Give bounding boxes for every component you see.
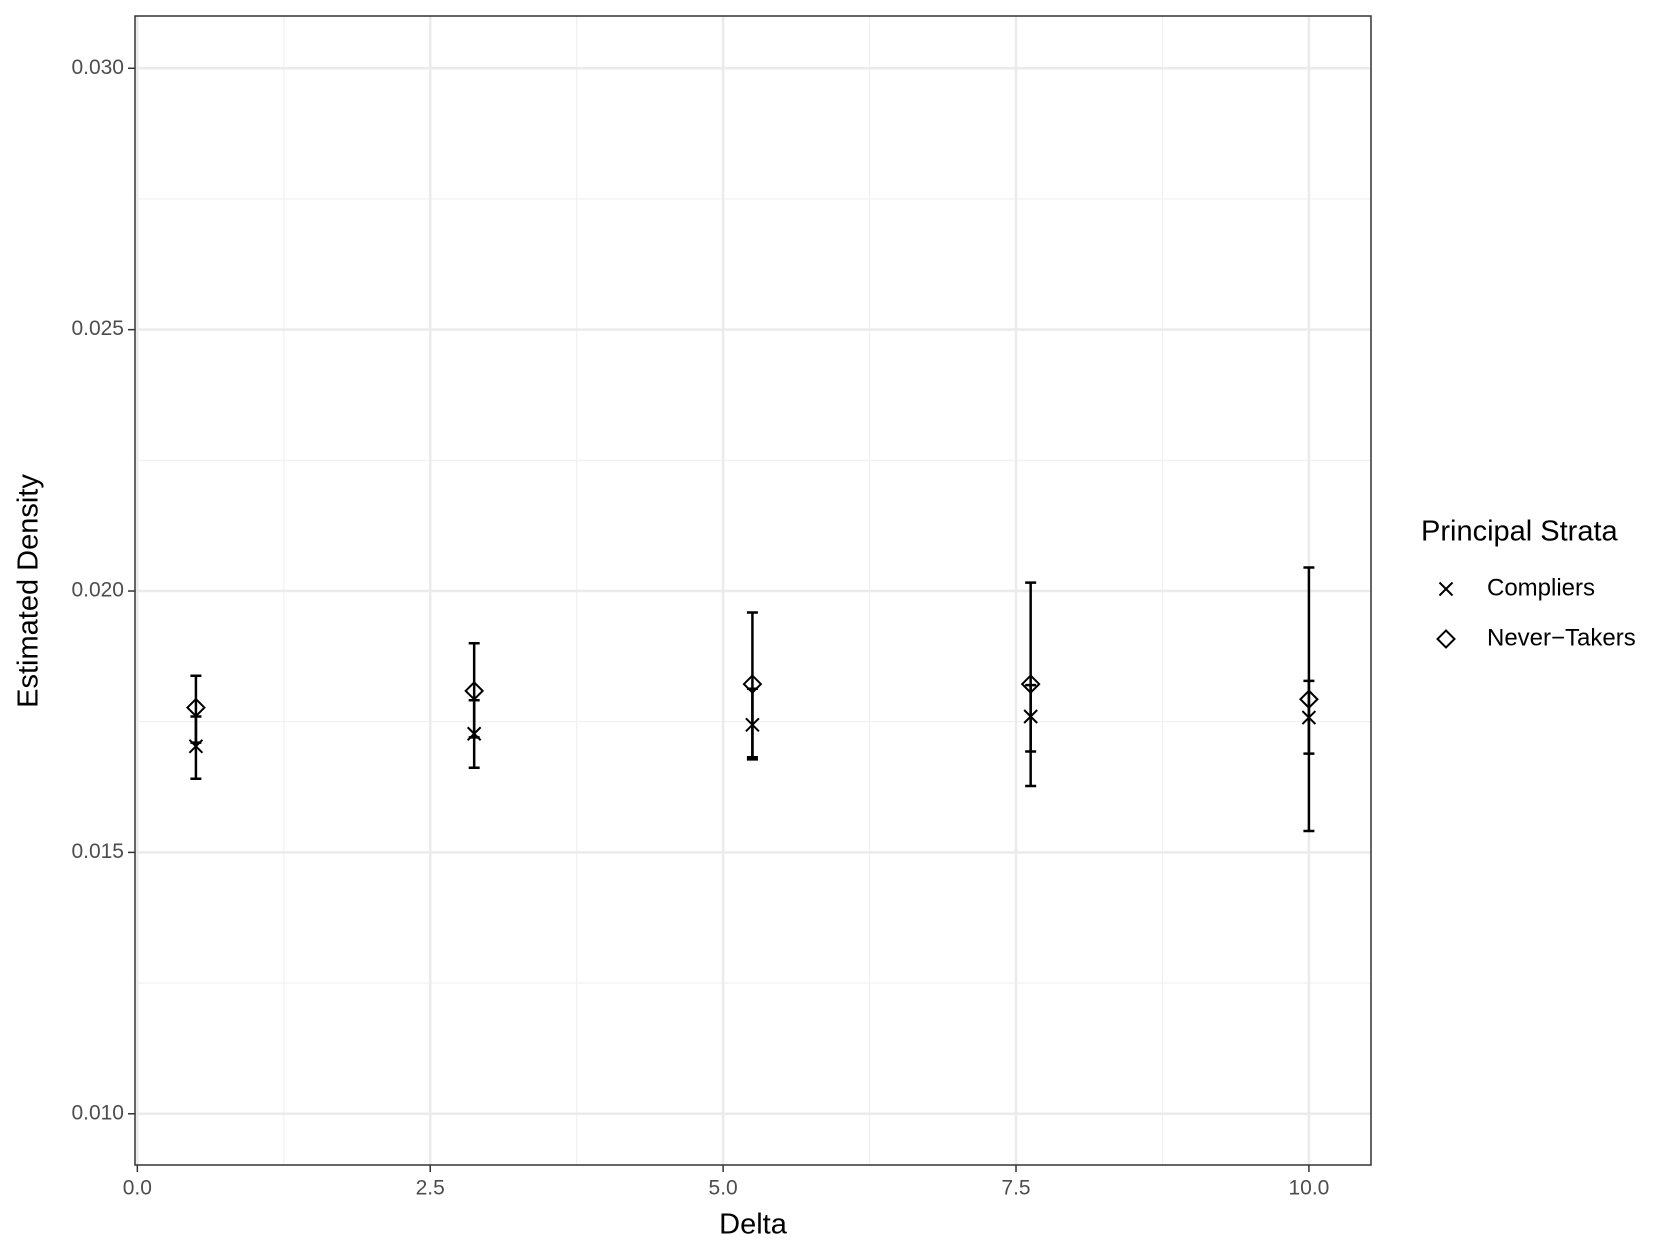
point xyxy=(464,680,485,701)
error-bar xyxy=(1025,581,1037,753)
x-tick-label: 10.0 xyxy=(1288,1177,1329,1200)
x-tick-label: 0.0 xyxy=(123,1177,152,1200)
y-axis-title: Estimated Density xyxy=(13,474,45,708)
x-tick-label: 5.0 xyxy=(709,1177,738,1200)
x-tick-label: 7.5 xyxy=(1001,1177,1030,1200)
plot-border xyxy=(134,15,1372,1166)
x-axis-title: Delta xyxy=(719,1209,788,1241)
error-bar xyxy=(190,674,202,744)
y-tick-label: 0.015 xyxy=(71,840,124,863)
legend-marker xyxy=(1436,629,1456,649)
legend-label: Never−Takers xyxy=(1487,624,1636,651)
y-tick-label: 0.025 xyxy=(71,317,124,340)
y-tick-label: 0.020 xyxy=(71,579,124,602)
y-tick-label: 0.010 xyxy=(71,1101,124,1124)
error-bar xyxy=(468,642,480,739)
legend-marker xyxy=(1438,581,1454,597)
error-bar xyxy=(746,611,758,759)
legend-label: Compliers xyxy=(1487,574,1595,601)
y-tick-label: 0.030 xyxy=(71,56,124,79)
point xyxy=(742,674,763,694)
point xyxy=(1020,674,1041,694)
legend-title: Principal Strata xyxy=(1421,516,1619,548)
x-tick-label: 2.5 xyxy=(416,1177,445,1200)
point xyxy=(1298,689,1319,710)
point xyxy=(186,697,206,718)
error-bar xyxy=(1303,566,1315,755)
